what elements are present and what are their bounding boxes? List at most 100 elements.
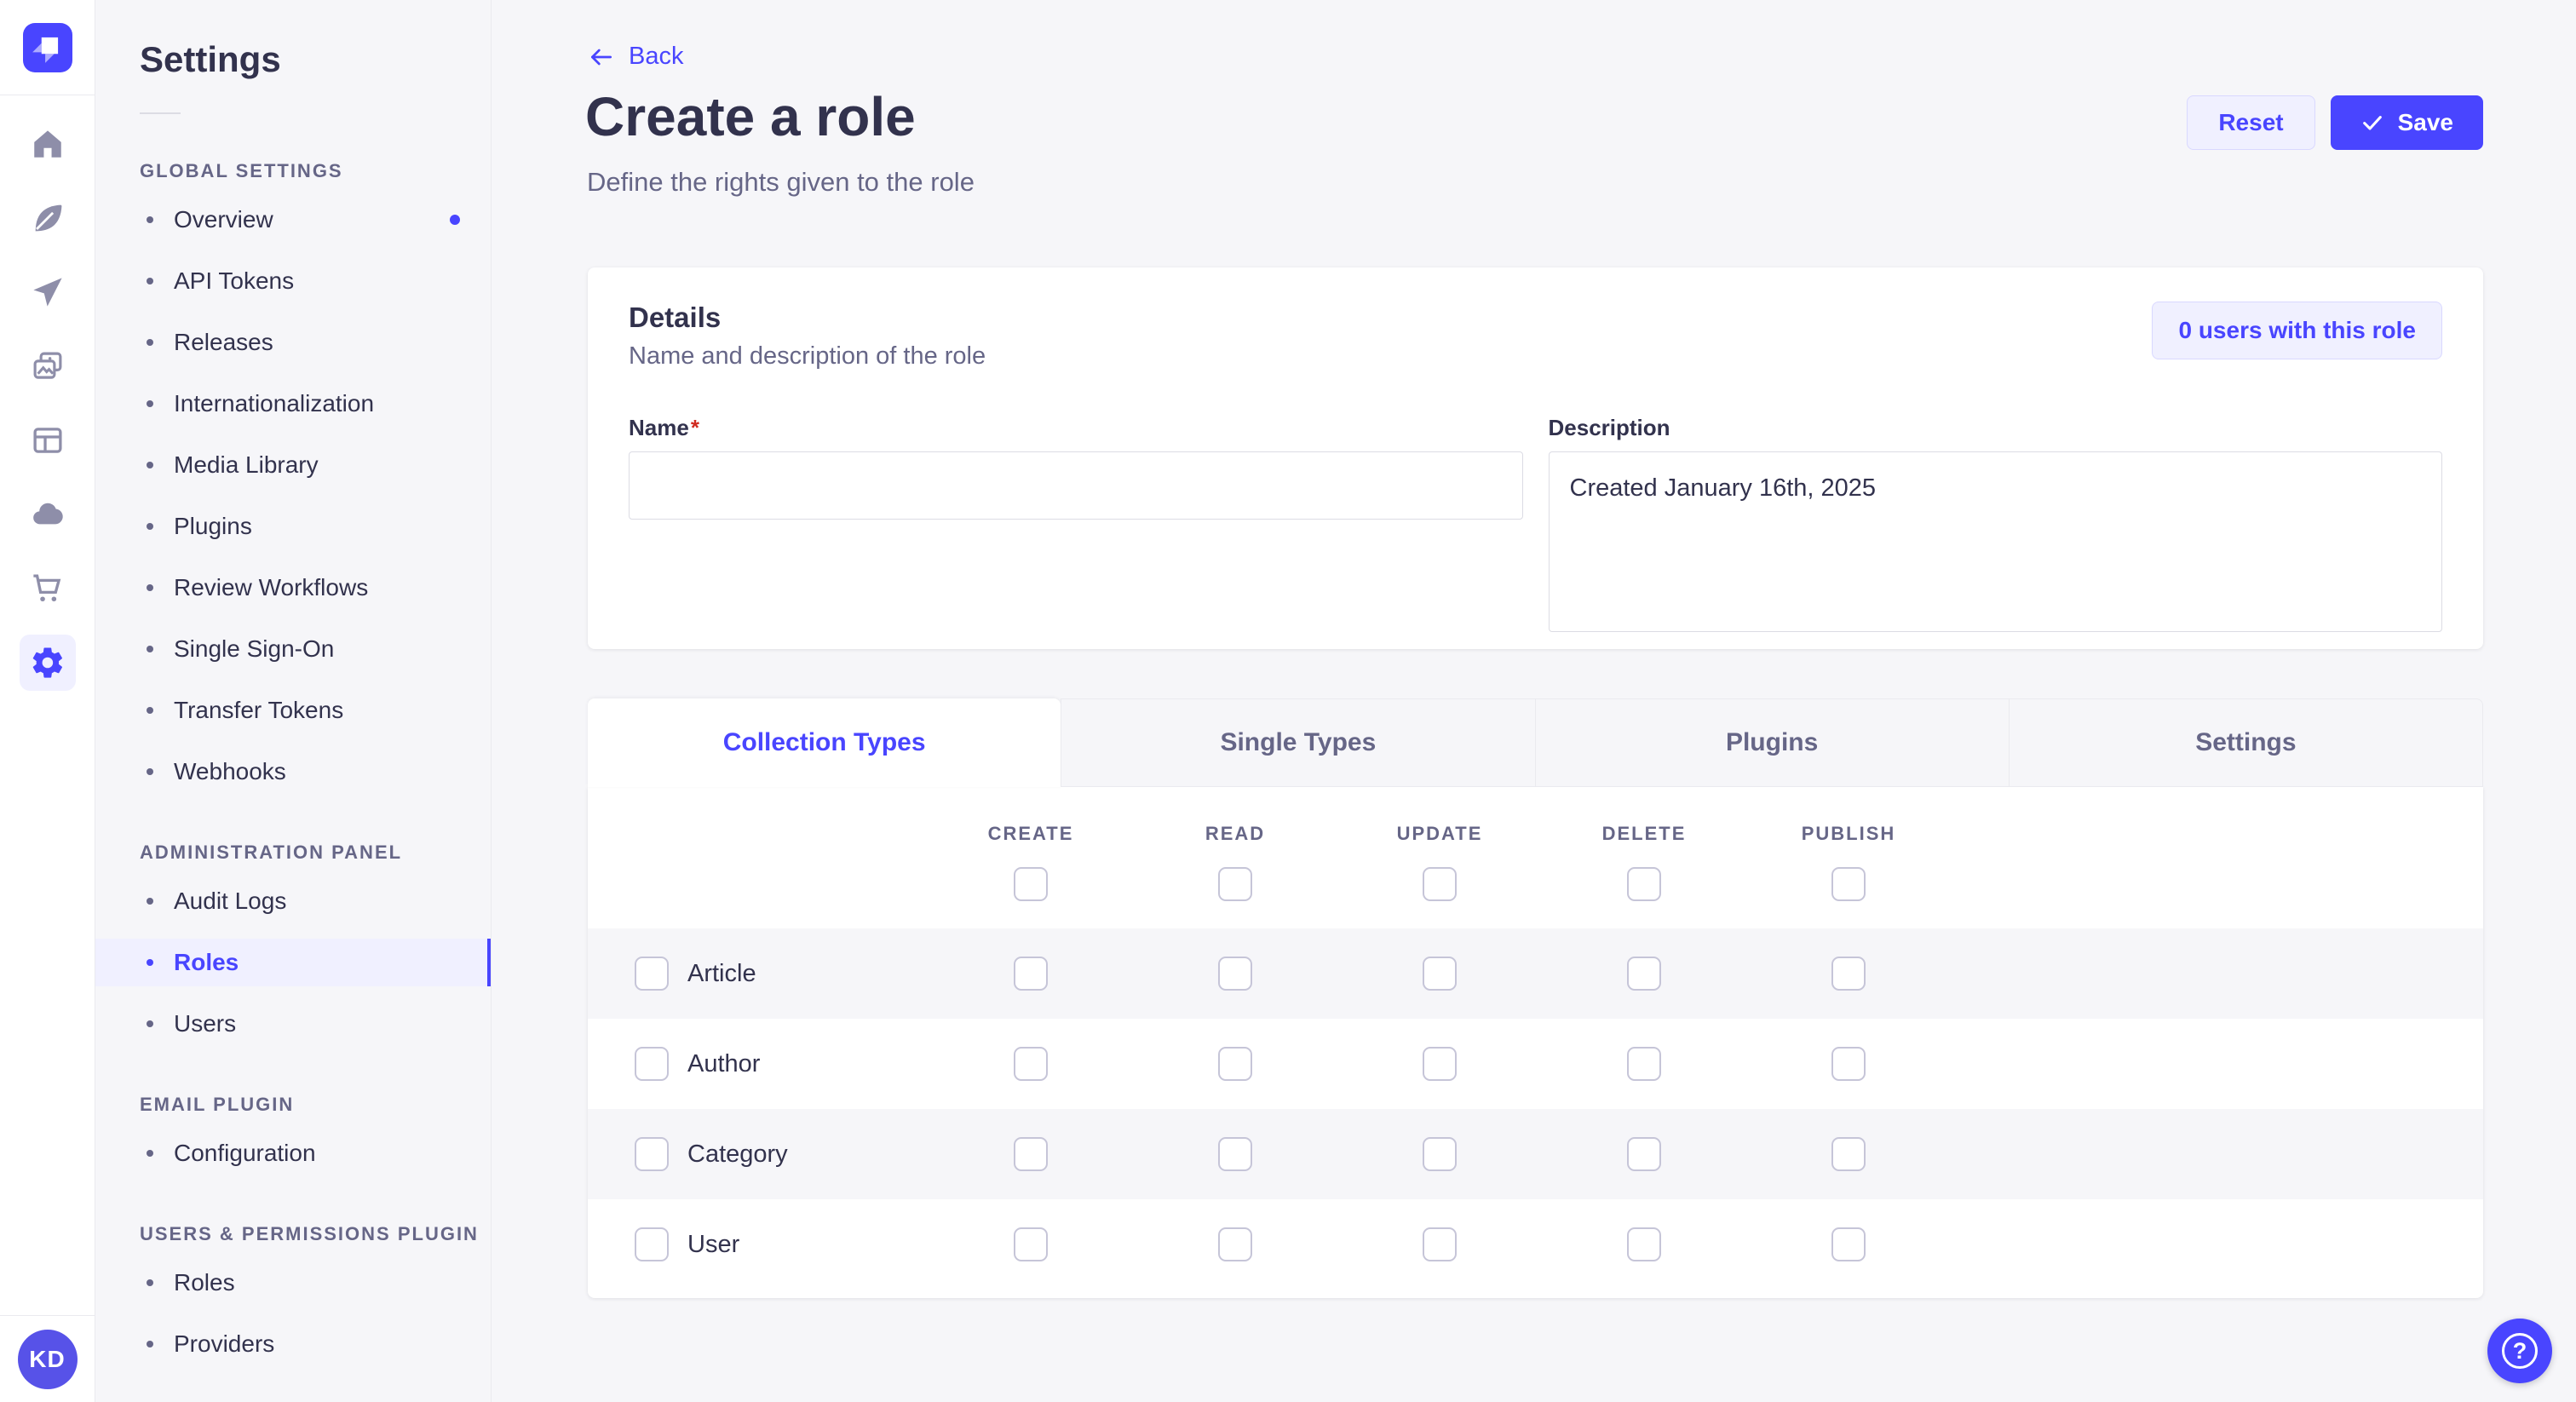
users-with-role-button[interactable]: 0 users with this role — [2152, 302, 2442, 359]
reset-button[interactable]: Reset — [2187, 95, 2315, 150]
subnav-item-roles-active[interactable]: Roles — [95, 939, 491, 986]
author-delete-checkbox[interactable] — [1627, 1047, 1661, 1081]
select-all-update-checkbox[interactable] — [1423, 867, 1457, 901]
subnav-item-single-sign-on[interactable]: Single Sign-On — [95, 625, 491, 673]
subnav-title: Settings — [140, 39, 281, 79]
select-all-delete-checkbox[interactable] — [1627, 867, 1661, 901]
article-publish-checkbox[interactable] — [1831, 957, 1866, 991]
subnav-item-users[interactable]: Users — [95, 1000, 491, 1048]
tab-settings[interactable]: Settings — [2008, 698, 2483, 787]
category-update-checkbox[interactable] — [1423, 1137, 1457, 1171]
content-type-builder-nav-button[interactable] — [20, 190, 76, 246]
subnav-item-releases[interactable]: Releases — [95, 319, 491, 366]
email-plugin-list: Configuration — [95, 1129, 491, 1177]
save-button[interactable]: Save — [2330, 95, 2483, 150]
row-select-checkbox[interactable] — [635, 1137, 669, 1171]
category-publish-checkbox[interactable] — [1831, 1137, 1866, 1171]
author-create-checkbox[interactable] — [1014, 1047, 1048, 1081]
subnav-item-api-tokens[interactable]: API Tokens — [95, 257, 491, 305]
bullet-icon — [147, 278, 153, 284]
article-update-checkbox[interactable] — [1423, 957, 1457, 991]
tab-collection-types[interactable]: Collection Types — [588, 698, 1061, 787]
bullet-icon — [147, 1341, 153, 1347]
subnav-item-plugins[interactable]: Plugins — [95, 503, 491, 550]
section-users-permissions-plugin: USERS & PERMISSIONS PLUGIN — [140, 1223, 479, 1244]
article-delete-checkbox[interactable] — [1627, 957, 1661, 991]
row-label: Category — [687, 1140, 788, 1168]
column-update: Update — [1396, 823, 1483, 844]
back-arrow-icon — [591, 49, 612, 65]
category-read-checkbox[interactable] — [1218, 1137, 1252, 1171]
feather-icon — [35, 204, 61, 232]
strapi-logo[interactable] — [22, 22, 72, 72]
subnav-item-providers[interactable]: Providers — [95, 1320, 491, 1368]
subnav-item-media-library[interactable]: Media Library — [95, 441, 491, 489]
subnav-item-webhooks[interactable]: Webhooks — [95, 748, 491, 796]
bullet-icon — [147, 462, 153, 468]
header-actions: Reset Save — [2187, 95, 2483, 150]
article-read-checkbox[interactable] — [1218, 957, 1252, 991]
subnav-item-up-roles[interactable]: Roles — [95, 1259, 491, 1307]
bullet-icon — [147, 1279, 153, 1286]
column-read: Read — [1205, 823, 1266, 844]
user-delete-checkbox[interactable] — [1627, 1227, 1661, 1261]
pictures-icon — [33, 352, 61, 379]
user-publish-checkbox[interactable] — [1831, 1227, 1866, 1261]
page-subtitle: Define the rights given to the role — [587, 167, 975, 197]
category-create-checkbox[interactable] — [1014, 1137, 1048, 1171]
settings-nav-button[interactable] — [19, 635, 76, 691]
select-all-create-checkbox[interactable] — [1014, 867, 1048, 901]
help-button[interactable]: ? — [2487, 1319, 2552, 1383]
row-label: User — [687, 1230, 740, 1258]
tab-single-types[interactable]: Single Types — [1061, 698, 1535, 787]
rail-nav — [0, 95, 95, 709]
permissions-card: Collection Types Single Types Plugins Se… — [588, 698, 2483, 1298]
settings-subnav: Settings GLOBAL SETTINGS Overview API To… — [95, 0, 492, 1402]
user-avatar[interactable]: KD — [17, 1329, 78, 1389]
author-update-checkbox[interactable] — [1423, 1047, 1457, 1081]
subnav-item-internationalization[interactable]: Internationalization — [95, 380, 491, 428]
permission-row-article: Article — [588, 928, 2483, 1019]
subnav-item-transfer-tokens[interactable]: Transfer Tokens — [95, 687, 491, 734]
description-field-group: Description Created January 16th, 2025 — [1548, 415, 2442, 636]
bullet-icon — [147, 646, 153, 652]
user-read-checkbox[interactable] — [1218, 1227, 1252, 1261]
select-all-read-checkbox[interactable] — [1218, 867, 1252, 901]
releases-nav-button[interactable] — [20, 264, 76, 320]
category-delete-checkbox[interactable] — [1627, 1137, 1661, 1171]
author-publish-checkbox[interactable] — [1831, 1047, 1866, 1081]
subnav-item-configuration[interactable]: Configuration — [95, 1129, 491, 1177]
select-all-publish-checkbox[interactable] — [1831, 867, 1866, 901]
back-link[interactable]: Back — [588, 43, 683, 71]
article-create-checkbox[interactable] — [1014, 957, 1048, 991]
subnav-item-review-workflows[interactable]: Review Workflows — [95, 564, 491, 612]
row-select-checkbox[interactable] — [635, 1227, 669, 1261]
row-select-checkbox[interactable] — [635, 1047, 669, 1081]
bullet-icon — [147, 898, 153, 905]
select-all-row — [588, 867, 2483, 928]
description-textarea[interactable]: Created January 16th, 2025 — [1548, 451, 2442, 632]
main-content: Back Create a role Define the rights giv… — [492, 0, 2576, 1402]
author-read-checkbox[interactable] — [1218, 1047, 1252, 1081]
subnav-item-overview[interactable]: Overview — [95, 196, 491, 244]
home-icon — [33, 130, 61, 158]
subnav-item-audit-logs[interactable]: Audit Logs — [95, 877, 491, 925]
bullet-icon — [147, 523, 153, 530]
strapi-logo-icon — [32, 37, 58, 63]
marketplace-nav-button[interactable] — [20, 560, 76, 617]
tab-plugins[interactable]: Plugins — [1534, 698, 2009, 787]
user-create-checkbox[interactable] — [1014, 1227, 1048, 1261]
user-update-checkbox[interactable] — [1423, 1227, 1457, 1261]
content-manager-nav-button[interactable] — [20, 412, 76, 468]
deploy-cloud-nav-button[interactable] — [20, 486, 76, 543]
media-library-nav-button[interactable] — [20, 338, 76, 394]
home-nav-button[interactable] — [20, 116, 76, 172]
name-input[interactable] — [629, 451, 1523, 520]
details-fields: Name* Description Created January 16th, … — [629, 415, 2442, 636]
bullet-icon — [147, 400, 153, 407]
administration-panel-list: Audit Logs Roles Users — [95, 877, 491, 1048]
details-header: Details Name and description of the role… — [629, 302, 2442, 371]
permission-row-category: Category — [588, 1109, 2483, 1199]
row-select-checkbox[interactable] — [635, 957, 669, 991]
bullet-icon — [147, 707, 153, 714]
